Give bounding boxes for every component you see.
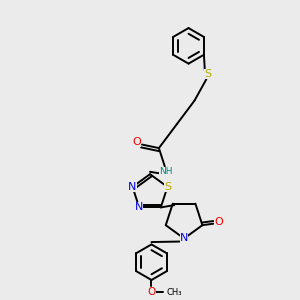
Text: O: O — [214, 217, 223, 227]
Text: N: N — [128, 182, 137, 192]
Text: NH: NH — [160, 167, 173, 176]
Text: S: S — [164, 182, 171, 192]
Text: CH₃: CH₃ — [167, 288, 182, 297]
Text: N: N — [135, 202, 143, 212]
Text: N: N — [180, 233, 188, 244]
Text: O: O — [132, 137, 141, 147]
Text: O: O — [147, 287, 156, 297]
Text: S: S — [204, 69, 211, 79]
